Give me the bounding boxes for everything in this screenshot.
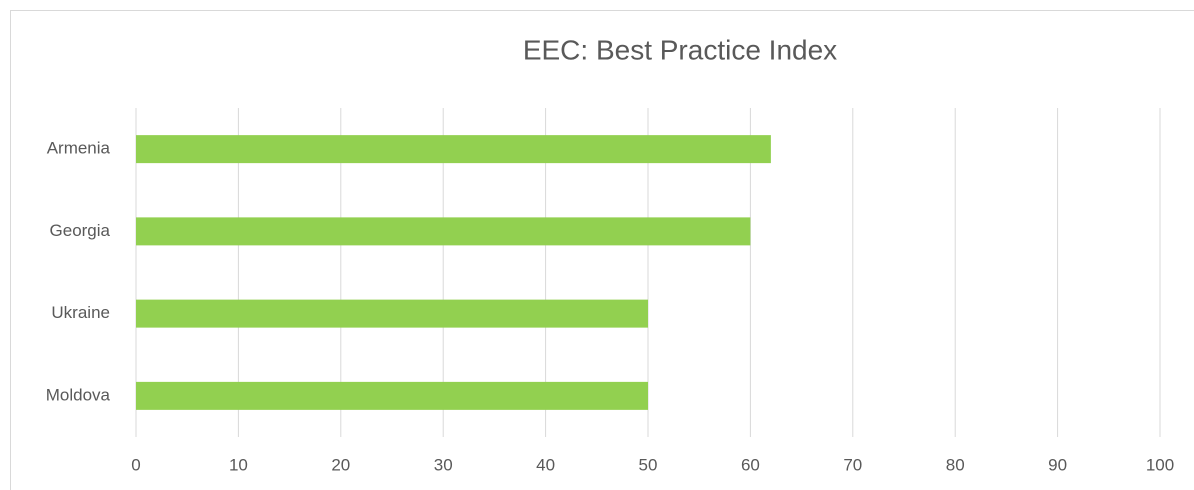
x-tick-label: 90 xyxy=(1048,455,1067,474)
x-tick-label: 60 xyxy=(741,455,760,474)
chart-border xyxy=(10,10,1194,490)
x-tick-label: 10 xyxy=(229,455,248,474)
y-tick-label: Armenia xyxy=(47,139,111,158)
x-tick-label: 50 xyxy=(639,455,658,474)
y-tick-label: Moldova xyxy=(46,385,111,404)
y-tick-label: Georgia xyxy=(50,221,111,240)
bar xyxy=(136,217,751,246)
bar xyxy=(136,381,648,410)
x-tick-label: 80 xyxy=(946,455,965,474)
x-tick-label: 20 xyxy=(331,455,350,474)
y-tick-label: Ukraine xyxy=(51,303,110,322)
x-tick-label: 70 xyxy=(843,455,862,474)
bar xyxy=(136,299,648,328)
x-tick-label: 100 xyxy=(1146,455,1174,474)
chart-title: EEC: Best Practice Index xyxy=(523,34,837,65)
x-tick-label: 40 xyxy=(536,455,555,474)
x-tick-label: 30 xyxy=(434,455,453,474)
x-tick-label: 0 xyxy=(131,455,140,474)
bar xyxy=(136,135,771,164)
